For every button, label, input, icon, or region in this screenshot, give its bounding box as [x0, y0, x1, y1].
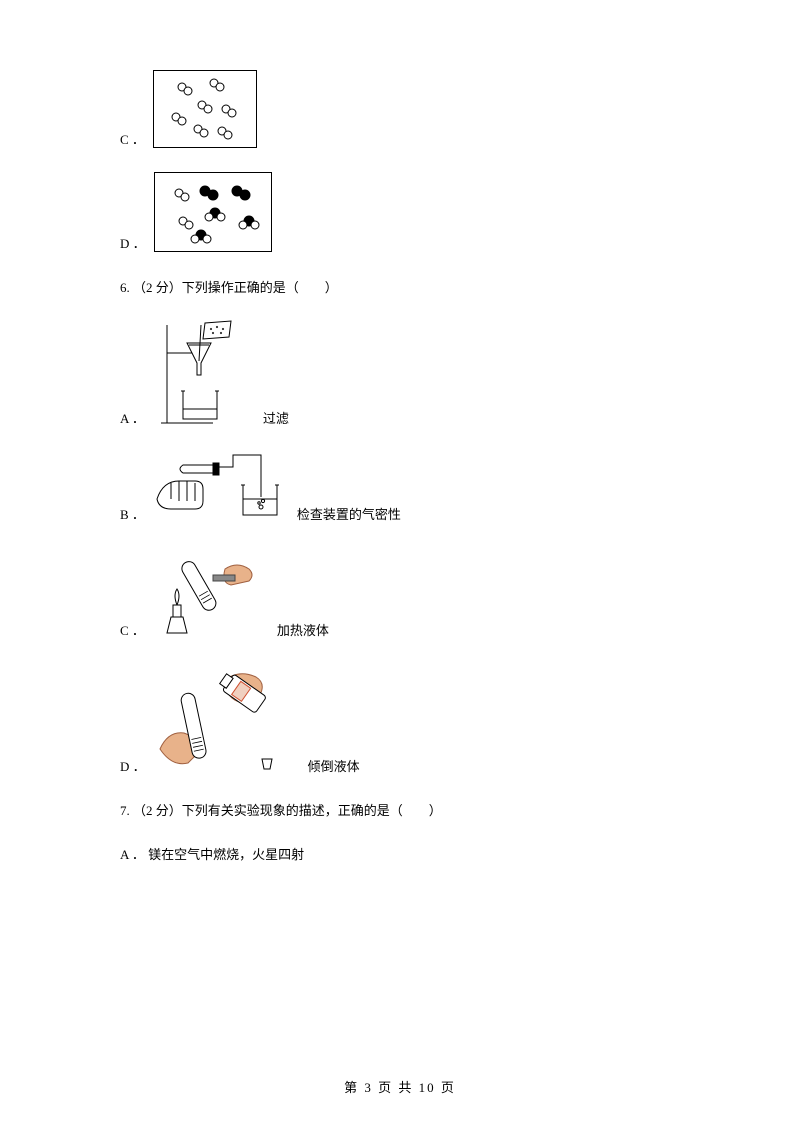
prev-option-c: C ． — [120, 70, 680, 148]
pouring-diagram — [154, 663, 294, 775]
page-number: 第 3 页 — [344, 1080, 393, 1095]
q6-b-text: 检查装置的气密性 — [297, 504, 401, 523]
page-content: C ． D ． — [0, 0, 800, 866]
q7-option-a: A ． 镁在空气中燃烧，火星四射 — [120, 843, 680, 866]
heating-diagram — [153, 547, 263, 639]
q6-option-c: C ． 加热液体 — [120, 547, 680, 639]
question-6: 6. （2 分）下列操作正确的是（ ） — [120, 276, 680, 299]
page-footer: 第 3 页 共 10 页 — [0, 1077, 800, 1096]
q6-d-label: D ． — [120, 756, 146, 775]
option-d-label: D ． — [120, 233, 146, 252]
q7-a-label: A ． — [120, 847, 145, 862]
q6-d-text: 倾倒液体 — [308, 756, 360, 775]
airtightness-diagram — [153, 451, 283, 523]
molecule-diagram-d — [154, 172, 272, 252]
q7-a-text: 镁在空气中燃烧，火星四射 — [148, 847, 304, 862]
q6-c-text: 加热液体 — [277, 620, 329, 639]
q6-option-b: B ． — [120, 451, 680, 523]
molecule-diagram-c — [153, 70, 257, 148]
q6-b-label: B ． — [120, 504, 145, 523]
prev-option-d: D ． — [120, 172, 680, 252]
q6-c-label: C ． — [120, 620, 145, 639]
q6-option-a: A ． — [120, 319, 680, 427]
q6-option-d: D ． — [120, 663, 680, 775]
page-total: 共 10 页 — [398, 1080, 456, 1095]
q6-a-label: A ． — [120, 408, 145, 427]
q6-a-text: 过滤 — [263, 408, 289, 427]
option-c-label: C ． — [120, 129, 145, 148]
filtration-diagram — [153, 319, 249, 427]
question-7: 7. （2 分）下列有关实验现象的描述，正确的是（ ） — [120, 799, 680, 822]
